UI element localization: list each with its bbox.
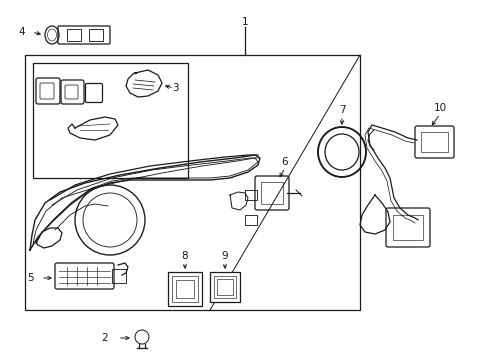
Text: 10: 10	[432, 103, 446, 113]
Bar	[25, 55, 359, 310]
Bar	[214, 276, 236, 298]
Bar	[209, 272, 240, 302]
Text: 8: 8	[182, 251, 188, 261]
Bar	[89, 29, 103, 41]
Text: 1: 1	[241, 17, 248, 27]
Bar	[420, 132, 447, 152]
Bar	[112, 269, 126, 283]
Bar	[244, 190, 257, 200]
Bar	[172, 276, 198, 302]
Text: 9: 9	[221, 251, 228, 261]
Text: 2: 2	[102, 333, 108, 343]
Bar	[33, 63, 187, 178]
Bar	[261, 182, 283, 204]
Text: 7: 7	[338, 105, 345, 115]
Bar	[217, 279, 232, 295]
Text: 4: 4	[19, 27, 25, 37]
Bar	[392, 215, 422, 240]
Bar	[168, 272, 202, 306]
Text: 3: 3	[171, 83, 178, 93]
Text: 5: 5	[27, 273, 33, 283]
Bar	[67, 29, 81, 41]
Text: 6: 6	[281, 157, 288, 167]
Bar	[244, 215, 257, 225]
Bar	[176, 280, 194, 298]
